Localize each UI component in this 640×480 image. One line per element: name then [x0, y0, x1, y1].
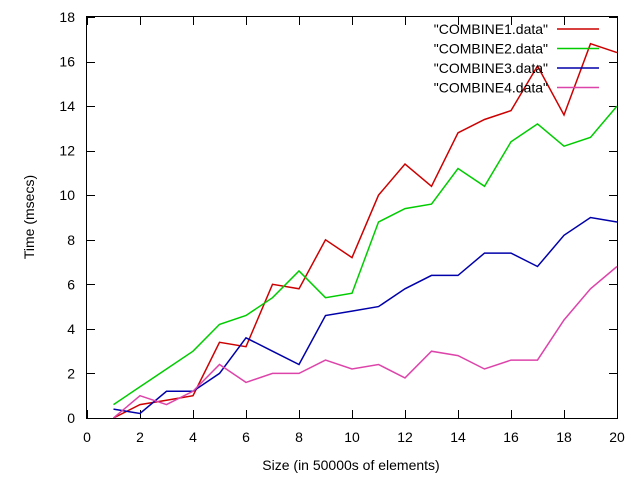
legend: "COMBINE1.data" "COMBINE2.data" "COMBINE3.…: [434, 21, 599, 96]
tick-labels: 0 2 4 6 8 10 12 14 16 18 20 0 2 4 6 8 10 12 14 16 18: [59, 9, 625, 445]
y-tick-label: 8: [67, 232, 75, 248]
x-tick-label: 10: [344, 429, 360, 445]
series-line-combine1: [113, 42, 618, 419]
y-tick-label: 6: [67, 276, 75, 292]
x-tick-label: 12: [397, 429, 413, 445]
series-line-combine2: [113, 105, 618, 406]
x-tick-label: 14: [450, 429, 466, 445]
series-line-combine4: [113, 265, 618, 419]
x-tick-label: 20: [609, 429, 625, 445]
x-tick-label: 2: [136, 429, 144, 445]
x-tick-label: 8: [295, 429, 303, 445]
y-tick-label: 2: [67, 365, 75, 381]
x-axis-label: Size (in 50000s of elements): [262, 457, 439, 473]
y-tick-label: 12: [59, 143, 75, 159]
x-tick-label: 4: [189, 429, 197, 445]
x-tick-label: 18: [556, 429, 572, 445]
x-tick-label: 6: [242, 429, 250, 445]
y-tick-label: 10: [59, 187, 75, 203]
legend-label-combine2: "COMBINE2.data": [434, 41, 548, 57]
x-tick-label: 16: [503, 429, 519, 445]
y-tick-label: 0: [67, 410, 75, 426]
y-tick-label: 4: [67, 321, 75, 337]
plot-frame: [86, 16, 618, 419]
x-tick-label: 0: [83, 429, 91, 445]
y-axis-label: Time (msecs): [21, 175, 37, 259]
series-layer: [113, 42, 618, 419]
legend-label-combine3: "COMBINE3.data": [434, 60, 548, 76]
legend-label-combine1: "COMBINE1.data": [434, 21, 548, 37]
legend-label-combine4: "COMBINE4.data": [434, 80, 548, 96]
y-tick-label: 16: [59, 54, 75, 70]
y-tick-label: 18: [59, 9, 75, 25]
series-line-combine3: [113, 216, 618, 415]
y-tick-label: 14: [59, 98, 75, 114]
